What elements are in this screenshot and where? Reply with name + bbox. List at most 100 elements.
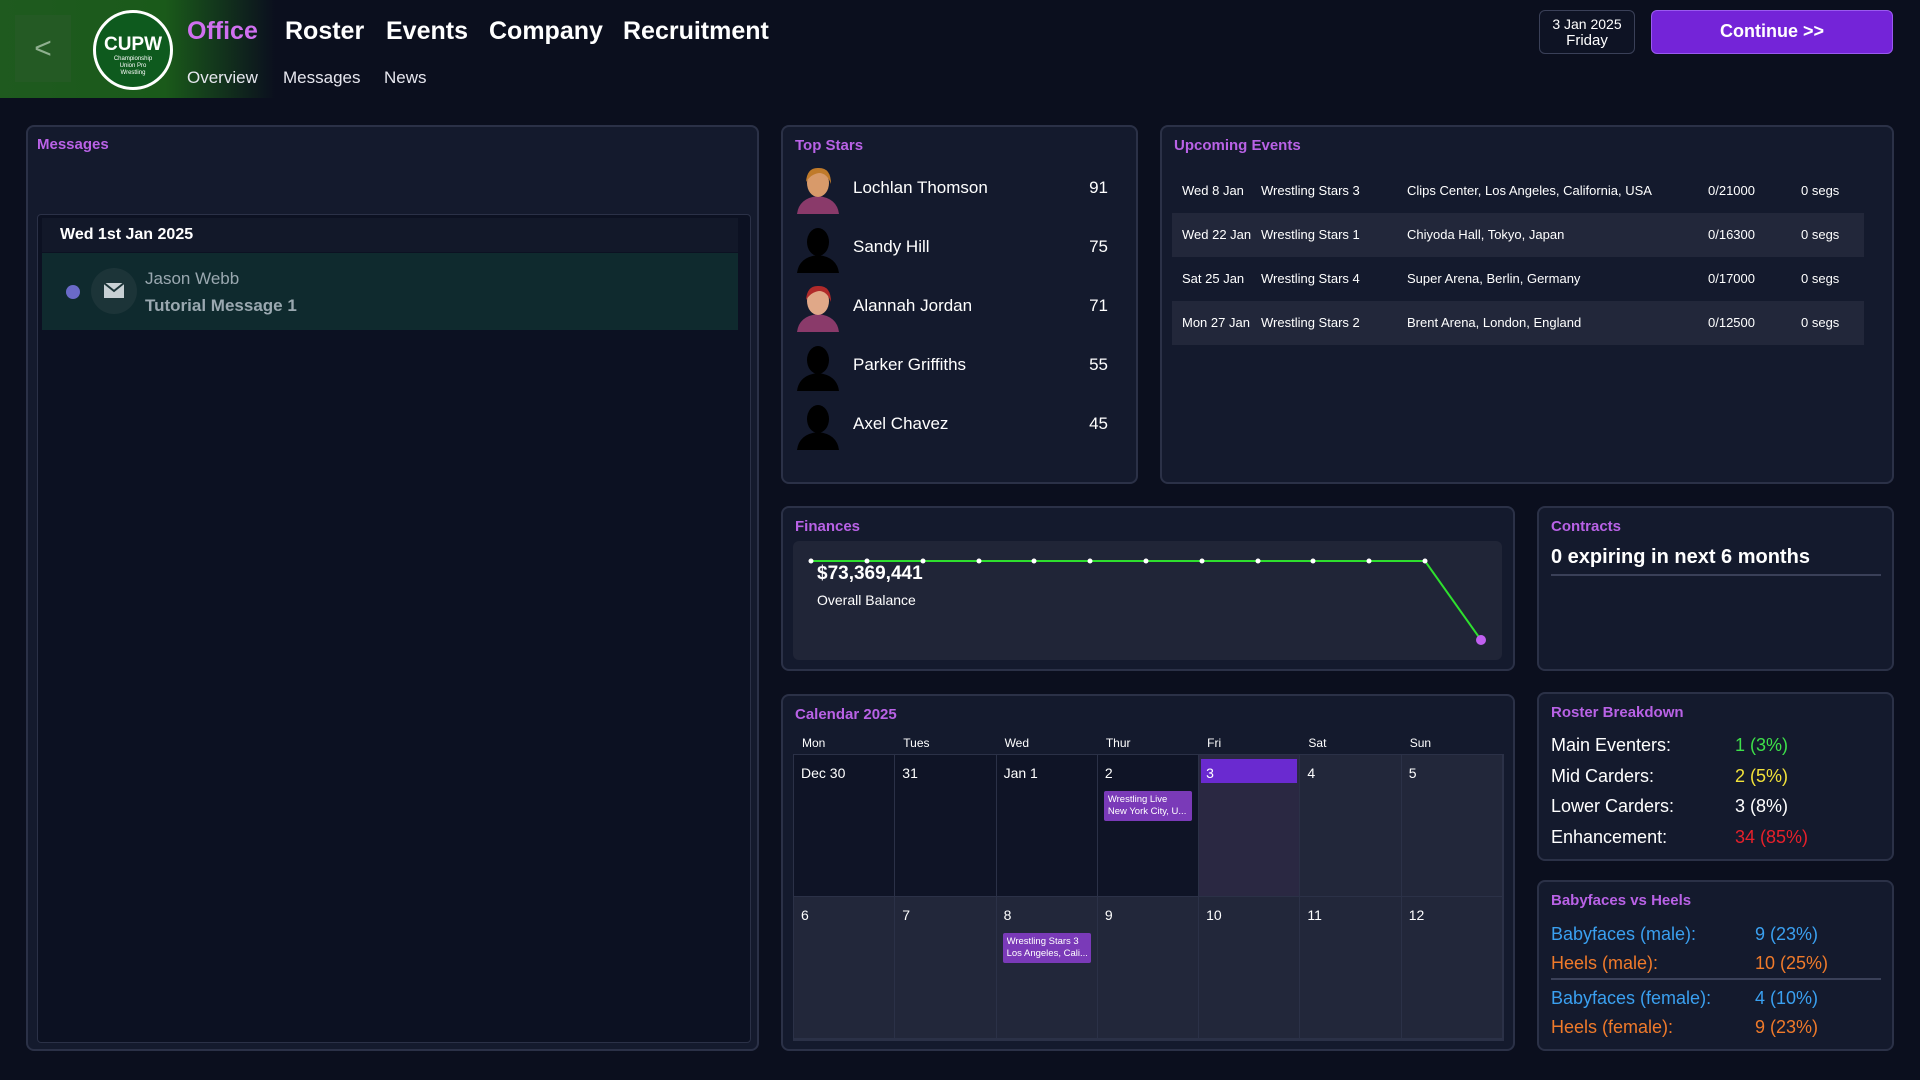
event-cell: 0 segs <box>1801 183 1840 198</box>
day-number: 9 <box>1104 907 1113 923</box>
day-number: 3 <box>1206 765 1214 781</box>
event-line: New York City, U... <box>1107 806 1187 817</box>
event-cell: 0/21000 <box>1708 183 1755 198</box>
finance-chart: $73,369,441 Overall Balance <box>793 541 1502 660</box>
nav-item[interactable]: Company <box>489 17 603 45</box>
event-cell: 0 segs <box>1801 271 1840 286</box>
avatar <box>793 341 843 391</box>
star-rating: 55 <box>1089 355 1108 374</box>
panel-title: Roster Breakdown <box>1551 704 1684 721</box>
message-row[interactable]: Jason Webb Tutorial Message 1 <box>42 253 738 330</box>
event-cell: Wed 22 Jan <box>1182 227 1252 242</box>
star-name[interactable]: Parker Griffiths <box>853 355 967 374</box>
divider <box>1551 978 1881 980</box>
calendar-day[interactable]: Jan 1 <box>996 755 1097 896</box>
star-rating: 71 <box>1089 296 1108 315</box>
event-row[interactable]: Sat 25 Jan Wrestling Stars 4 Super Arena, … <box>1172 257 1864 301</box>
star-rating: 45 <box>1089 414 1108 433</box>
stat-value: 4 (10%) <box>1755 988 1819 1008</box>
calendar-day[interactable]: 6 <box>794 897 895 1038</box>
event-line: Wrestling Stars 3 <box>1006 936 1079 947</box>
day-number: 7 <box>902 907 911 923</box>
calendar-day[interactable]: 4 <box>1300 755 1401 896</box>
portrait <box>797 167 839 214</box>
stat-label: Lower Carders: <box>1551 796 1675 816</box>
nav-item[interactable]: Recruitment <box>623 17 769 45</box>
event-cell: 0/17000 <box>1708 271 1755 286</box>
stat-label: Babyfaces (male): <box>1551 924 1697 944</box>
event-cell: Brent Arena, London, England <box>1407 315 1582 330</box>
event-row[interactable]: Wed 22 Jan Wrestling Stars 1 Chiyoda Hall,… <box>1172 213 1864 257</box>
balance: $73,369,441 <box>817 563 923 584</box>
day-number: 8 <box>1003 907 1012 923</box>
day-number: 31 <box>902 765 918 781</box>
back-button[interactable]: < <box>15 15 71 82</box>
calendar-event[interactable]: Wrestling Live New York City, U... <box>1103 791 1192 821</box>
calendar-day[interactable]: 9 <box>1097 897 1199 1038</box>
event-cell: 0 segs <box>1801 315 1840 330</box>
event-cell: Wrestling Stars 2 <box>1261 315 1360 330</box>
calendar-day[interactable]: 10 <box>1199 897 1300 1038</box>
roster-breakdown-panel: Roster Breakdown Main Eventers: 1 (3%) Mid… <box>1537 692 1894 861</box>
subnav-item[interactable]: Overview <box>187 68 258 87</box>
calendar-panel: Calendar 2025 Mon Tues Wed Thur Fri Sat Sun Dec… <box>781 694 1515 1051</box>
day-number: Jan 1 <box>1003 765 1038 781</box>
stat-label: Babyfaces (female): <box>1551 988 1712 1008</box>
calendar-day[interactable]: 31 <box>895 755 996 896</box>
babyfaces-heels-panel: Babyfaces vs Heels Babyfaces (male): 9 (2… <box>1537 880 1894 1051</box>
continue-button[interactable]: Continue >> <box>1651 10 1893 54</box>
today-bar <box>1201 759 1298 783</box>
weekday-header: Wed <box>1004 736 1030 750</box>
day-number: 12 <box>1408 907 1425 923</box>
star-name[interactable]: Sandy Hill <box>853 237 930 256</box>
panel-title: Babyfaces vs Heels <box>1551 892 1692 909</box>
calendar-day[interactable]: 12 <box>1401 897 1502 1038</box>
calendar-day[interactable]: 11 <box>1300 897 1401 1038</box>
stat-value: 10 (25%) <box>1755 953 1829 973</box>
panel-title: Contracts <box>1551 518 1622 535</box>
calendar-day[interactable]: Dec 30 <box>794 755 895 896</box>
divider <box>1551 574 1881 576</box>
star-name[interactable]: Axel Chavez <box>853 414 949 433</box>
calendar-event[interactable]: Wrestling Stars 3 Los Angeles, Cali... <box>1002 933 1091 963</box>
stat-label: Main Eventers: <box>1551 735 1672 755</box>
stat-label: Heels (female): <box>1551 1017 1674 1037</box>
stat-label: Heels (male): <box>1551 953 1659 973</box>
star-rating: 91 <box>1089 178 1108 197</box>
event-cell: 0/16300 <box>1708 227 1755 242</box>
calendar-day[interactable]: 5 <box>1401 755 1502 896</box>
calendar-day[interactable]: 2 Wrestling Live New York City, U... <box>1097 755 1199 896</box>
day-number: 2 <box>1104 765 1113 781</box>
event-cell: Wrestling Stars 4 <box>1261 271 1360 286</box>
portrait <box>797 228 839 273</box>
stat-value: 34 (85%) <box>1735 827 1809 847</box>
star-name[interactable]: Lochlan Thomson <box>853 178 988 197</box>
envelope <box>103 282 125 298</box>
day-number: 11 <box>1307 907 1322 923</box>
subnav-item[interactable]: Messages <box>283 68 361 87</box>
star-name[interactable]: Alannah Jordan <box>853 296 973 315</box>
nav-item[interactable]: Roster <box>285 17 365 45</box>
panel-title: Top Stars <box>795 137 864 154</box>
avatar <box>793 400 843 450</box>
calendar-grid: Dec 30 31 Jan 1 2 Wrestling Live New York Cit… <box>793 754 1504 1041</box>
nav-item[interactable]: Office <box>187 17 258 45</box>
event-row[interactable]: Wed 8 Jan Wrestling Stars 3 Clips Center, … <box>1172 169 1864 213</box>
day-number: 4 <box>1307 765 1316 781</box>
weekday-header: Tues <box>903 736 930 750</box>
avatar <box>793 223 843 273</box>
portrait <box>797 285 839 332</box>
event-row[interactable]: Mon 27 Jan Wrestling Stars 2 Brent Arena, … <box>1172 301 1864 345</box>
subnav-item[interactable]: News <box>384 68 427 87</box>
upcoming-events-panel: Upcoming Events Wed 8 Jan Wrestling Stars… <box>1160 125 1894 484</box>
day-number: 6 <box>801 907 809 923</box>
calendar-day[interactable]: 7 <box>895 897 996 1038</box>
weekday-header: Fri <box>1207 736 1222 750</box>
balance-label: Overall Balance <box>817 592 916 608</box>
calendar-day[interactable]: 3 <box>1199 755 1300 896</box>
contracts-text: 0 expiring in next 6 months <box>1551 546 1810 568</box>
calendar-day[interactable]: 8 Wrestling Stars 3 Los Angeles, Cali... <box>996 897 1097 1038</box>
nav-item[interactable]: Events <box>386 17 468 45</box>
event-cell: Clips Center, Los Angeles, California, U… <box>1407 183 1652 198</box>
panel-title: Finances <box>795 518 861 535</box>
